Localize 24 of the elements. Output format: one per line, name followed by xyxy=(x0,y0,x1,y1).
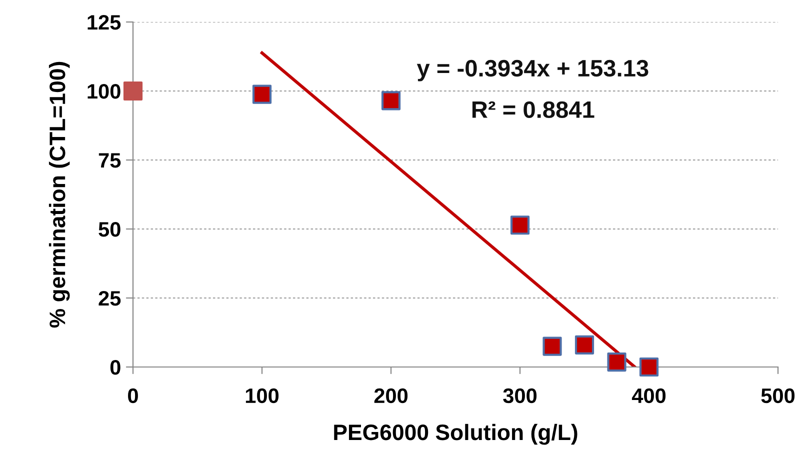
annotation: y = -0.3934x + 153.13 xyxy=(416,60,648,82)
point xyxy=(510,216,530,235)
y-tick-label: 0 xyxy=(110,360,120,375)
point xyxy=(123,81,143,101)
y-tick-label: 50 xyxy=(98,222,120,237)
x-tick-label: 500 xyxy=(761,388,795,404)
y-axis-title: % germination (CTL=100) xyxy=(48,62,70,328)
point xyxy=(381,91,401,110)
y-tick-label: 100 xyxy=(88,84,120,99)
y-tick-label: 75 xyxy=(98,153,121,168)
point xyxy=(542,336,562,356)
y-tick-label: 125 xyxy=(88,15,121,30)
point xyxy=(607,352,626,372)
point xyxy=(574,335,594,354)
x-tick-label: 300 xyxy=(503,388,537,404)
annotation: R² = 0.8841 xyxy=(472,101,594,118)
point xyxy=(639,357,659,377)
x-tick-label: 200 xyxy=(374,388,408,404)
x-tick-label: 0 xyxy=(128,388,138,404)
point xyxy=(252,84,272,104)
x-tick-label: 400 xyxy=(632,388,666,404)
y-tick-label: 25 xyxy=(98,291,121,306)
x-tick-label: 100 xyxy=(246,388,279,404)
x-axis-title: PEG6000 Solution (g/L) xyxy=(334,424,578,445)
